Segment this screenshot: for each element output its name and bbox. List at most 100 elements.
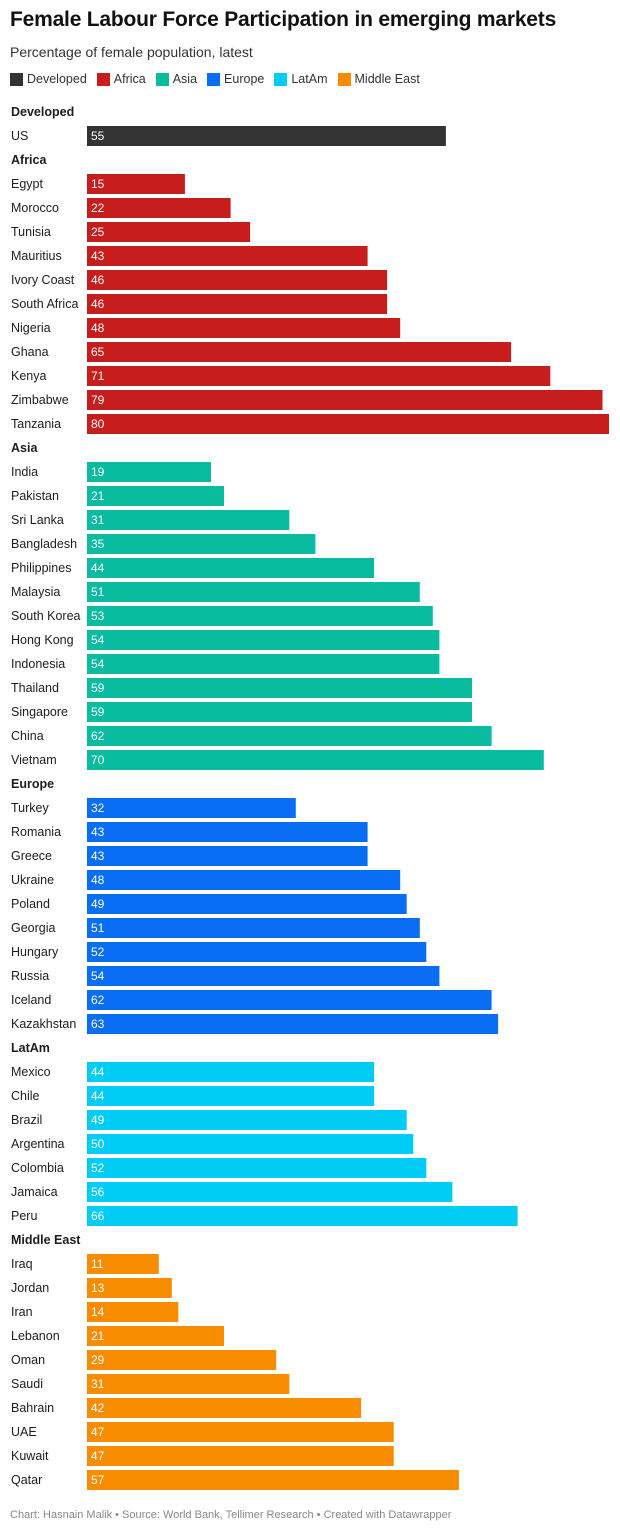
value-label-argentina: 50 <box>91 1137 105 1151</box>
value-label-mexico: 44 <box>91 1065 105 1079</box>
bar-malaysia <box>87 582 420 602</box>
row-label-georgia: Georgia <box>11 921 56 935</box>
bar-us <box>87 126 446 146</box>
row-label-morocco: Morocco <box>11 201 59 215</box>
legend-item-middle-east: Middle East <box>337 72 420 86</box>
value-label-romania: 43 <box>91 825 105 839</box>
legend-swatch-latam <box>274 72 288 86</box>
bar-colombia <box>87 1158 427 1178</box>
bar-brazil <box>87 1110 407 1130</box>
value-label-colombia: 52 <box>91 1161 105 1175</box>
bar-kazakhstan <box>87 1014 499 1034</box>
value-label-morocco: 22 <box>91 201 105 215</box>
value-label-sri-lanka: 31 <box>91 513 105 527</box>
legend-item-latam: LatAm <box>274 72 328 86</box>
value-label-georgia: 51 <box>91 921 105 935</box>
bar-ukraine <box>87 870 401 890</box>
chart-title: Female Labour Force Participation in eme… <box>10 8 557 31</box>
value-label-chile: 44 <box>91 1089 105 1103</box>
value-label-egypt: 15 <box>91 177 105 191</box>
value-label-china: 62 <box>91 729 105 743</box>
legend-item-europe: Europe <box>207 72 264 86</box>
row-label-russia: Russia <box>11 969 49 983</box>
row-label-sri-lanka: Sri Lanka <box>11 513 64 527</box>
legend-item-africa: Africa <box>96 72 146 86</box>
legend-label-middle-east: Middle East <box>354 72 420 86</box>
value-label-jordan: 13 <box>91 1281 105 1295</box>
legend: Developed Africa Asia Europe LatAm Middl… <box>10 72 430 86</box>
row-label-nigeria: Nigeria <box>11 321 51 335</box>
bar-peru <box>87 1206 518 1226</box>
row-label-zimbabwe: Zimbabwe <box>11 393 69 407</box>
row-label-philippines: Philippines <box>11 561 71 575</box>
bar-chile <box>87 1086 375 1106</box>
row-label-iraq: Iraq <box>11 1257 33 1271</box>
value-label-pakistan: 21 <box>91 489 105 503</box>
bar-hungary <box>87 942 427 962</box>
value-label-nigeria: 48 <box>91 321 105 335</box>
value-label-us: 55 <box>91 129 105 143</box>
value-label-tunisia: 25 <box>91 225 105 239</box>
value-label-ivory-coast: 46 <box>91 273 105 287</box>
bar-hong-kong <box>87 630 440 650</box>
bar-mexico <box>87 1062 375 1082</box>
bar-philippines <box>87 558 375 578</box>
legend-label-asia: Asia <box>172 72 198 86</box>
bar-ivory-coast <box>87 270 388 290</box>
row-label-mauritius: Mauritius <box>11 249 62 263</box>
bar-vietnam <box>87 750 544 770</box>
bar-georgia <box>87 918 420 938</box>
row-label-chile: Chile <box>11 1089 40 1103</box>
row-label-bahrain: Bahrain <box>11 1401 54 1415</box>
bar-jamaica <box>87 1182 453 1202</box>
value-label-oman: 29 <box>91 1353 105 1367</box>
group-header-middle-east: Middle East <box>11 1233 81 1247</box>
row-label-poland: Poland <box>11 897 50 911</box>
value-label-vietnam: 70 <box>91 753 105 767</box>
row-label-peru: Peru <box>11 1209 37 1223</box>
row-label-singapore: Singapore <box>11 705 68 719</box>
legend-swatch-middle-east <box>337 72 351 86</box>
legend-item-developed: Developed <box>10 72 87 86</box>
bar-iceland <box>87 990 492 1010</box>
value-label-zimbabwe: 79 <box>91 393 105 407</box>
legend-swatch-asia <box>155 72 169 86</box>
bar-ghana <box>87 342 512 362</box>
row-label-south-africa: South Africa <box>11 297 78 311</box>
value-label-brazil: 49 <box>91 1113 105 1127</box>
value-label-kazakhstan: 63 <box>91 1017 105 1031</box>
legend-item-asia: Asia <box>155 72 198 86</box>
bar-south-korea <box>87 606 433 626</box>
row-label-argentina: Argentina <box>11 1137 65 1151</box>
value-label-turkey: 32 <box>91 801 105 815</box>
row-label-tanzania: Tanzania <box>11 417 61 431</box>
value-label-mauritius: 43 <box>91 249 105 263</box>
group-header-europe: Europe <box>11 777 54 791</box>
bar-qatar <box>87 1470 459 1490</box>
bar-indonesia <box>87 654 440 674</box>
row-label-saudi: Saudi <box>11 1377 43 1391</box>
row-label-hungary: Hungary <box>11 945 59 959</box>
value-label-kenya: 71 <box>91 369 105 383</box>
bar-bangladesh <box>87 534 316 554</box>
chart-footer: Chart: Hasnain Malik • Source: World Ban… <box>10 1509 452 1521</box>
bar-bahrain <box>87 1398 362 1418</box>
legend-label-africa: Africa <box>113 72 146 86</box>
group-header-developed: Developed <box>11 105 74 119</box>
value-label-peru: 66 <box>91 1209 105 1223</box>
value-label-philippines: 44 <box>91 561 105 575</box>
value-label-russia: 54 <box>91 969 105 983</box>
row-label-mexico: Mexico <box>11 1065 51 1079</box>
row-label-south-korea: South Korea <box>11 609 81 623</box>
value-label-hungary: 52 <box>91 945 105 959</box>
row-label-greece: Greece <box>11 849 52 863</box>
group-header-latam: LatAm <box>11 1041 50 1055</box>
legend-swatch-europe <box>207 72 221 86</box>
value-label-ghana: 65 <box>91 345 105 359</box>
legend-label-latam: LatAm <box>291 72 328 86</box>
legend-label-europe: Europe <box>224 72 265 86</box>
row-label-lebanon: Lebanon <box>11 1329 60 1343</box>
row-label-colombia: Colombia <box>11 1161 64 1175</box>
bar-thailand <box>87 678 472 698</box>
bar-russia <box>87 966 440 986</box>
